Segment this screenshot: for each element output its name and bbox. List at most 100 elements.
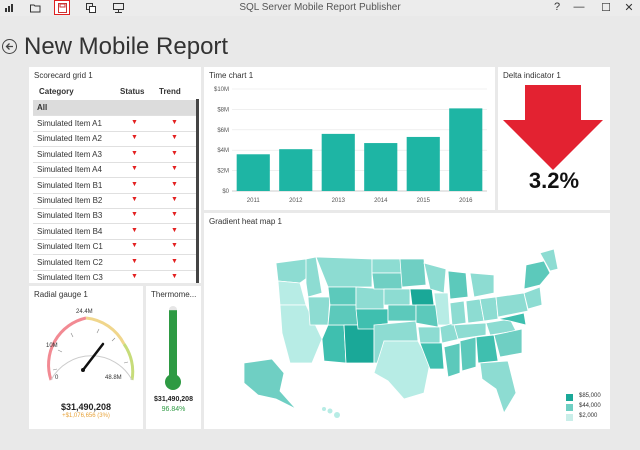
scorecard-row[interactable]: Simulated Item A1 ▼ ▼ xyxy=(33,116,199,132)
scorecard-row[interactable]: Simulated Item B3 ▼ ▼ xyxy=(33,208,199,225)
row-label: Simulated Item B1 xyxy=(37,180,103,190)
trend-down-icon: ▼ xyxy=(171,196,178,203)
scrollbar[interactable] xyxy=(196,99,199,283)
status-down-icon: ▼ xyxy=(131,196,138,203)
y-tick-label: $0 xyxy=(222,189,229,195)
trend-down-icon: ▼ xyxy=(171,134,178,142)
row-label: Simulated Item A3 xyxy=(37,149,102,159)
all-row[interactable]: All xyxy=(33,100,199,116)
page-header: New Mobile Report xyxy=(0,30,640,68)
x-tick-label: 2014 xyxy=(374,198,388,204)
bar-2011[interactable] xyxy=(236,154,270,191)
all-label: All xyxy=(37,103,48,112)
delta-indicator-panel[interactable]: Delta indicator 1 3.2% xyxy=(498,67,610,210)
scorecard-row[interactable]: Simulated Item C1 ▼ ▼ xyxy=(33,239,199,256)
thermometer-fill xyxy=(169,310,177,378)
row-label: Simulated Item B4 xyxy=(37,226,103,236)
trend-down-icon: ▼ xyxy=(171,257,178,265)
row-label: Simulated Item C1 xyxy=(37,242,103,252)
back-arrow-icon[interactable] xyxy=(2,39,17,54)
y-tick-label: $2M xyxy=(217,169,229,175)
scorecard-row[interactable]: Simulated Item A4 ▼ ▼ xyxy=(33,162,199,179)
heat-map-title: Gradient heat map 1 xyxy=(209,217,282,226)
y-tick-label: $8M xyxy=(217,107,229,113)
legend-item: $85,000 xyxy=(566,393,626,402)
open-folder-icon[interactable] xyxy=(28,1,42,14)
bar-2016[interactable] xyxy=(449,108,483,191)
row-label: Simulated Item C2 xyxy=(37,257,103,267)
maximize-button[interactable]: ☐ xyxy=(601,2,611,14)
minimize-button[interactable]: — xyxy=(573,1,585,13)
gauge-label-max: 48.8M xyxy=(105,375,122,381)
status-down-icon: ▼ xyxy=(131,119,138,126)
time-chart-title: Time chart 1 xyxy=(209,71,254,80)
trend-down-icon: ▼ xyxy=(171,226,178,234)
bar-2015[interactable] xyxy=(406,136,440,191)
x-tick-label: 2016 xyxy=(459,198,473,204)
trend-down-icon: ▼ xyxy=(171,180,178,188)
legend-item: $44,000 xyxy=(566,403,626,412)
page-title: New Mobile Report xyxy=(24,33,229,60)
trend-down-icon: ▼ xyxy=(171,119,178,126)
scorecard-title: Scorecard grid 1 xyxy=(34,71,93,80)
scorecard-row[interactable]: Simulated Item B2 ▼ ▼ xyxy=(33,193,199,209)
heat-map-panel[interactable]: Gradient heat map 1 xyxy=(204,213,610,429)
legend-label: $44,000 xyxy=(579,403,601,409)
export-icon[interactable] xyxy=(84,1,98,14)
down-arrow-icon xyxy=(503,85,603,170)
time-chart-panel[interactable]: Time chart 1 $0 $2M $4M $6M $8M $10M 2011 2012 2… xyxy=(204,67,495,210)
thermometer-value: $31,490,208 xyxy=(154,396,193,403)
title-bar: SQL Server Mobile Report Publisher ? — ☐… xyxy=(0,0,640,16)
trend-down-icon: ▼ xyxy=(171,273,178,280)
status-down-icon: ▼ xyxy=(131,165,138,173)
radial-gauge-panel[interactable]: Radial gauge 1 0 10M 24.4M 48.8M $31,490… xyxy=(29,286,143,429)
gauge-dial xyxy=(47,316,135,381)
gauge-label-zero: 0 xyxy=(55,375,59,381)
row-label: Simulated Item C3 xyxy=(37,273,103,282)
help-button[interactable]: ? xyxy=(553,1,561,13)
x-tick-label: 2012 xyxy=(289,198,303,204)
close-button[interactable]: ✕ xyxy=(624,2,634,14)
trend-down-icon: ▼ xyxy=(171,149,178,157)
bar-2013[interactable] xyxy=(321,133,355,191)
gauge-title: Radial gauge 1 xyxy=(34,290,88,299)
scorecard-row[interactable]: Simulated Item A2 ▼ ▼ xyxy=(33,131,199,148)
legend-item: $2,000 xyxy=(566,413,626,422)
thermometer-gauge xyxy=(165,306,181,390)
legend-swatch xyxy=(566,414,573,421)
row-label: Simulated Item A2 xyxy=(37,134,102,144)
bar-2014[interactable] xyxy=(364,143,398,191)
scorecard-row[interactable]: Simulated Item B4 ▼ ▼ xyxy=(33,224,199,240)
scorecard-row[interactable]: Simulated Item B1 ▼ ▼ xyxy=(33,178,199,194)
thermometer-title: Thermome... xyxy=(151,290,197,299)
trend-down-icon: ▼ xyxy=(171,165,178,173)
x-tick-label: 2011 xyxy=(247,198,261,204)
trend-down-icon: ▼ xyxy=(171,211,178,219)
us-map xyxy=(243,248,559,418)
scorecard-row[interactable]: Simulated Item C3 ▼ ▼ xyxy=(33,270,199,283)
status-header[interactable]: Status xyxy=(120,87,145,96)
status-down-icon: ▼ xyxy=(131,180,138,188)
thermometer-panel[interactable]: Thermome... $31,490,208 96.84% xyxy=(146,286,201,429)
scorecard-row[interactable]: Simulated Item A3 ▼ ▼ xyxy=(33,147,199,163)
row-label: Simulated Item A1 xyxy=(37,119,102,128)
legend-label: $2,000 xyxy=(579,413,598,419)
publish-server-icon[interactable] xyxy=(111,1,125,14)
delta-title: Delta indicator 1 xyxy=(503,71,561,80)
x-tick-label: 2013 xyxy=(332,198,346,204)
y-tick-label: $6M xyxy=(217,128,229,134)
scorecard-row[interactable]: Simulated Item C2 ▼ ▼ xyxy=(33,255,199,271)
bar-2012[interactable] xyxy=(279,149,313,191)
status-down-icon: ▼ xyxy=(131,211,138,219)
save-icon[interactable] xyxy=(54,0,70,15)
scorecard-grid-panel[interactable]: Scorecard grid 1 Category Status Trend A… xyxy=(29,67,201,283)
gauge-label-mid: 24.4M xyxy=(76,309,93,315)
trend-header[interactable]: Trend xyxy=(159,87,181,96)
y-tick-label: $10M xyxy=(214,87,229,93)
gauge-delta: +$1,076,656 (3%) xyxy=(62,413,110,419)
thermometer-percent: 96.84% xyxy=(161,406,186,413)
category-header[interactable]: Category xyxy=(39,87,74,96)
gauge-label-10m: 10M xyxy=(46,343,58,349)
status-down-icon: ▼ xyxy=(131,149,138,157)
chart-icon[interactable] xyxy=(2,1,16,14)
